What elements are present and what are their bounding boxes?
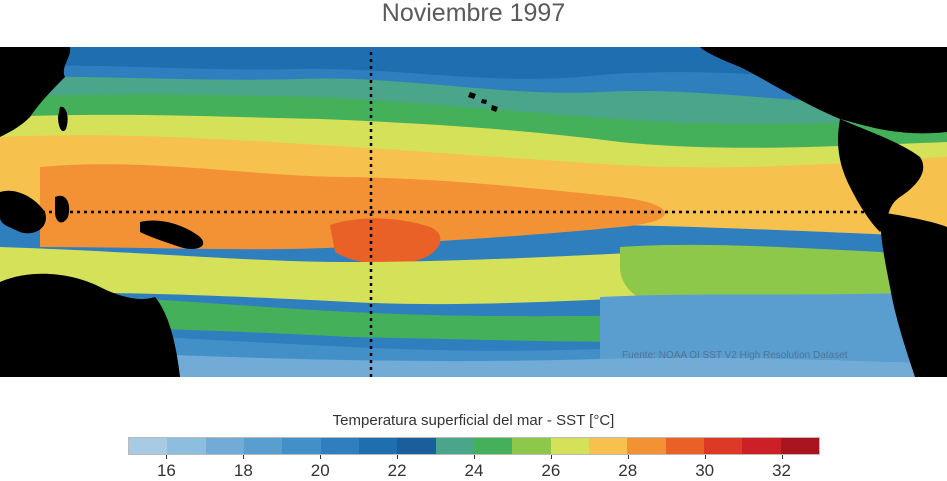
- land-philippines: [58, 106, 68, 132]
- colorbar-cell: [397, 438, 436, 454]
- land-sulawesi: [55, 195, 70, 223]
- colorbar-tick-label: 20: [310, 461, 330, 480]
- band-north-cold: [0, 47, 947, 87]
- band-warm-pool: [40, 164, 665, 250]
- colorbar-cell: [512, 438, 551, 454]
- colorbar-tick: [474, 455, 475, 459]
- colorbar-label: Temperatura superficial del mar - SST [°…: [332, 412, 615, 429]
- land-south-america: [880, 212, 947, 377]
- colorbar-cell: [627, 438, 666, 454]
- land-central-america: [838, 119, 924, 232]
- colorbar-tick-label: 22: [387, 461, 407, 480]
- colorbar: [128, 437, 820, 455]
- colorbar-cell: [588, 438, 628, 454]
- colorbar-cell: [358, 438, 398, 454]
- colorbar-tick: [781, 455, 783, 459]
- colorbar-cell: [129, 438, 168, 454]
- colorbar-cell: [282, 438, 321, 454]
- land-north-america: [700, 47, 947, 134]
- colorbar-tick: [397, 455, 399, 459]
- colorbar-tick: [550, 455, 552, 459]
- colorbar-tick-label: 30: [695, 461, 715, 480]
- colorbar-cell: [703, 438, 743, 454]
- colorbar-tick: [243, 455, 245, 459]
- colorbar-cell: [243, 438, 283, 454]
- colorbar-tick: [320, 455, 322, 459]
- colorbar-cell: [435, 438, 474, 454]
- colorbar-cell: [167, 438, 206, 454]
- map-title: Noviembre 1997: [381, 0, 566, 27]
- land-asia: [0, 47, 71, 137]
- colorbar-tick: [704, 455, 706, 459]
- colorbar-cell: [550, 438, 589, 454]
- land-new-guinea: [140, 220, 204, 249]
- land-hawaii: [468, 92, 498, 112]
- colorbar-tick: [166, 455, 168, 459]
- colorbar-cell: [320, 438, 359, 454]
- band-north-green: [0, 94, 947, 157]
- colorbar-tick-label: 28: [618, 461, 638, 480]
- band-south-lightblue: [0, 347, 947, 377]
- land-australia: [0, 273, 180, 377]
- colorbar-cell: [780, 438, 819, 454]
- data-source-credit: Fuente: NOAA OI SST V2 High Resolution D…: [622, 350, 848, 361]
- colorbar-tick-label: 18: [233, 461, 253, 480]
- colorbar-tick-label: 32: [772, 461, 791, 480]
- colorbar-tick: [627, 455, 629, 459]
- colorbar-cell: [742, 438, 781, 454]
- band-hotspot: [330, 218, 441, 264]
- colorbar-cell: [665, 438, 704, 454]
- colorbar-ticks: 16 18 20 22 24 26 28 30 32: [128, 455, 820, 480]
- colorbar-tick-label: 16: [156, 461, 176, 480]
- colorbar-tick-label: 24: [464, 461, 484, 480]
- sst-map-svg: [0, 47, 947, 377]
- colorbar-tick-label: 26: [541, 461, 561, 480]
- sst-map: [0, 47, 947, 377]
- band-southeast-blue: [600, 292, 947, 377]
- colorbar-cell: [473, 438, 513, 454]
- colorbar-cell: [205, 438, 244, 454]
